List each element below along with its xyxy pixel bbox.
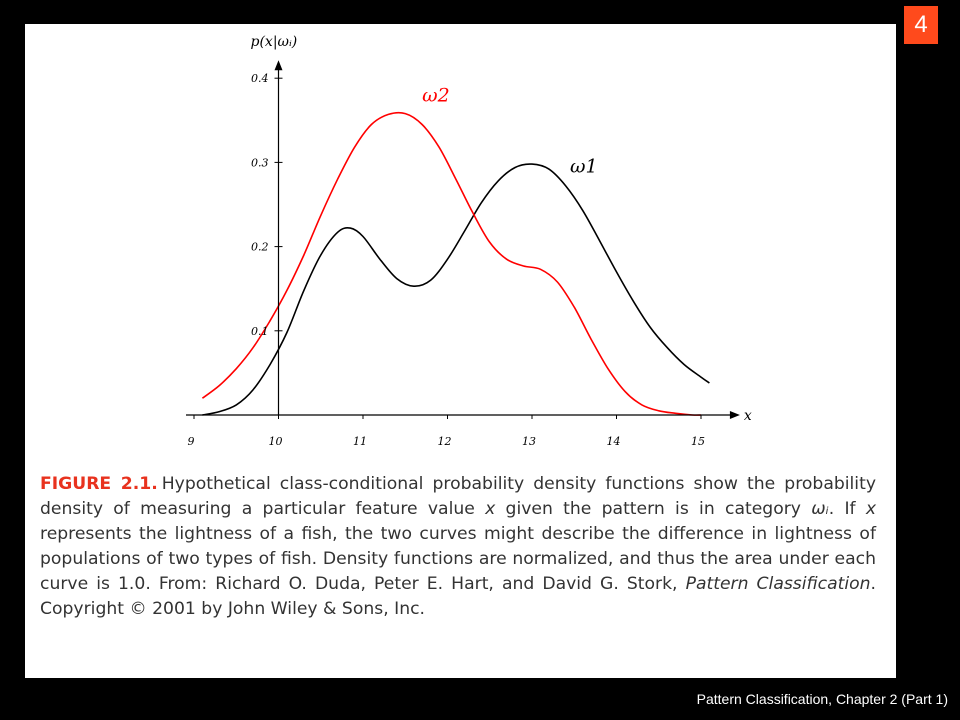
x-tick-label-13: 13 bbox=[522, 435, 536, 448]
figure-label: FIGURE 2.1. bbox=[40, 474, 158, 494]
x-tick-label-10: 10 bbox=[269, 435, 283, 448]
x-axis-title: x bbox=[744, 408, 752, 424]
curves-layer bbox=[201, 111, 710, 416]
labels-layer: 9 10 11 12 13 14 15 0.1 0.2 0.3 0.4 x p(x|ωᵢ) ω1 ω2 bbox=[188, 34, 752, 448]
y-tick-label-0.4: 0.4 bbox=[251, 72, 269, 85]
x-tick-label-9: 9 bbox=[188, 435, 195, 448]
x-tick-label-11: 11 bbox=[353, 435, 367, 448]
y-tick-label-0.2: 0.2 bbox=[251, 241, 269, 254]
x-axis-arrow bbox=[729, 411, 740, 419]
book-title: Pattern Classification bbox=[685, 574, 871, 594]
y-tick-label-0.3: 0.3 bbox=[251, 156, 269, 169]
figure-caption: FIGURE 2.1. Hypothetical class-conditiona… bbox=[40, 474, 877, 619]
axes-layer bbox=[186, 60, 740, 419]
series-line-2 bbox=[201, 111, 702, 416]
figure-panel bbox=[25, 24, 896, 678]
footer-text: Pattern Classification, Chapter 2 (Part … bbox=[696, 691, 948, 707]
slide-number-badge: 4 bbox=[904, 6, 938, 44]
series-label-2: ω2 bbox=[422, 84, 450, 106]
x-tick-label-15: 15 bbox=[691, 435, 705, 448]
y-axis-title: p(x|ωᵢ) bbox=[251, 34, 298, 50]
series-label-1: ω1 bbox=[570, 156, 598, 178]
x-tick-label-12: 12 bbox=[438, 435, 452, 448]
y-axis-arrow bbox=[274, 60, 283, 71]
series-line-1 bbox=[202, 163, 710, 416]
x-tick-label-14: 14 bbox=[607, 435, 621, 448]
y-tick-label-0.1: 0.1 bbox=[251, 325, 269, 338]
